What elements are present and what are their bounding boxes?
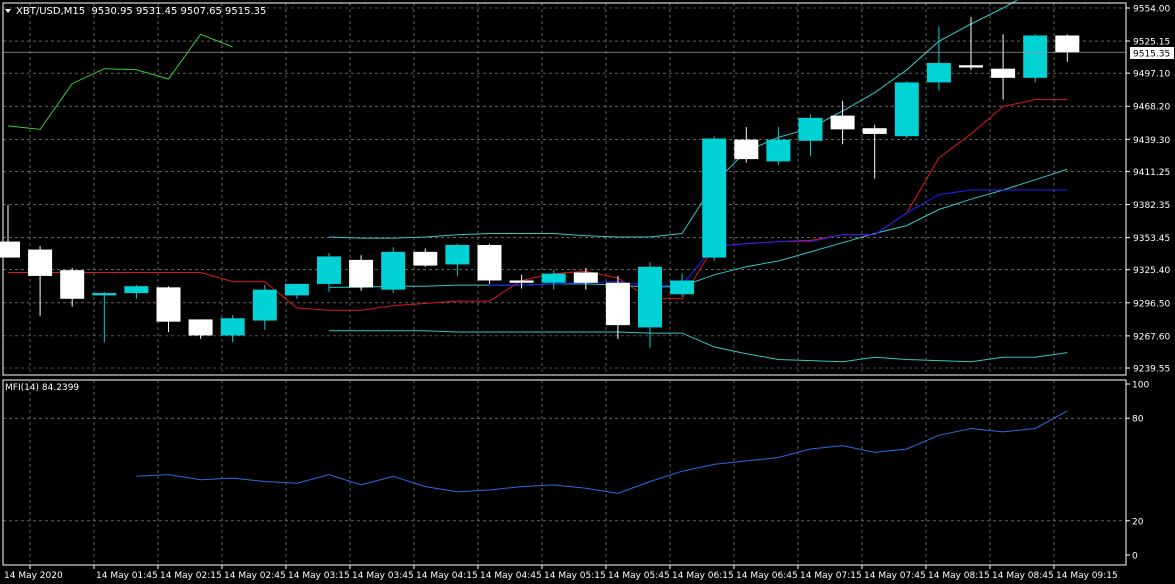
candle-body[interactable] (317, 256, 341, 284)
price-tick-label: 9239.55 (1133, 365, 1170, 375)
price-tick-label: 9382.35 (1133, 201, 1170, 211)
time-tick-label: 14 May 07:15 (800, 571, 862, 581)
candle-body[interactable] (862, 128, 887, 134)
triangle-down-icon[interactable] (5, 9, 11, 13)
price-tick-label: 9497.10 (1133, 70, 1170, 80)
time-axis-labels: 14 May 2020 14 May 01:45 14 May 02:15 14 Ma… (4, 565, 1118, 581)
candle-body[interactable] (156, 287, 181, 322)
candle-body[interactable] (1023, 35, 1048, 78)
time-tick-label: 14 May 05:15 (544, 571, 606, 581)
mfi-tick-label: 100 (1132, 381, 1149, 391)
candle-body[interactable] (638, 266, 662, 328)
candle-body[interactable] (734, 139, 759, 160)
price-tick-label: 9468.20 (1133, 103, 1170, 113)
mfi-tick-label: 0 (1132, 552, 1138, 562)
price-axis-labels: 9554.00 9525.15 9497.10 9468.20 9439.30 9411.… (1126, 5, 1170, 375)
price-tick-label: 9296.50 (1133, 299, 1170, 309)
moving-averages (7, 33, 1068, 311)
candle-body[interactable] (959, 65, 983, 68)
time-tick-label: 14 May 02:45 (224, 571, 286, 581)
time-tick-label: 14 May 03:15 (288, 571, 350, 581)
candle-body[interactable] (670, 280, 695, 295)
mfi-axis-labels: 100 80 20 0 (1126, 381, 1149, 562)
time-tick-label: 14 May 04:45 (480, 571, 542, 581)
time-tick-label: 14 May 04:15 (416, 571, 478, 581)
time-tick-label: 14 May 03:45 (352, 571, 414, 581)
candle-body[interactable] (926, 62, 951, 83)
mfi-series-line (136, 410, 1068, 494)
candle-body[interactable] (573, 272, 598, 283)
time-tick-label: 14 May 08:15 (928, 571, 990, 581)
price-pane-border (2, 2, 1127, 376)
candle-body[interactable] (541, 273, 566, 283)
bb-upper-line (328, 0, 1019, 239)
candle-body[interactable] (220, 318, 245, 336)
candle-body[interactable] (509, 280, 534, 283)
candle-body[interactable] (381, 251, 406, 290)
price-tick-label: 9353.45 (1133, 234, 1170, 244)
mfi-grid (3, 380, 1126, 565)
candle-body[interactable] (894, 82, 919, 137)
time-tick-label: 14 May 05:45 (608, 571, 670, 581)
price-tick-label: 9525.15 (1133, 38, 1170, 48)
time-tick-label: 14 May 06:45 (736, 571, 798, 581)
price-tick-label: 9554.00 (1133, 5, 1170, 15)
candle-body[interactable] (1055, 35, 1080, 53)
candle-body[interactable] (124, 286, 149, 294)
candle-body[interactable] (830, 115, 855, 130)
time-tick-label: 14 May 02:15 (160, 571, 222, 581)
bb-lower-line (329, 330, 1068, 363)
price-tick-label: 9439.30 (1133, 136, 1170, 146)
candle-body[interactable] (702, 138, 727, 258)
symbol-info: XBT/USD,M15 9530.95 9531.45 9507.65 9515… (16, 6, 266, 17)
time-tick-label: 14 May 07:45 (864, 571, 926, 581)
price-tick-label: 9411.25 (1133, 168, 1170, 178)
candle-body[interactable] (766, 139, 791, 162)
candle-body[interactable] (413, 251, 438, 266)
time-tick-label: 14 May 2020 (4, 571, 63, 581)
candle-body[interactable] (349, 259, 374, 288)
mfi-indicator-label: MFI(14) 84.2399 (5, 383, 79, 393)
mfi-pane-border (2, 379, 1127, 566)
mfi-tick-label: 80 (1132, 415, 1144, 425)
candle-body[interactable] (188, 319, 213, 336)
candle-body[interactable] (445, 244, 470, 265)
mfi-tick-label: 20 (1132, 517, 1144, 527)
price-tick-label: 9267.60 (1133, 332, 1170, 342)
time-tick-label: 14 May 08:45 (992, 571, 1054, 581)
bb-middle-line (329, 168, 1068, 288)
candle-body[interactable] (252, 289, 277, 321)
time-tick-label: 14 May 06:15 (672, 571, 734, 581)
lagging-span-line (7, 33, 233, 130)
candle-body[interactable] (798, 117, 823, 141)
price-grid (3, 3, 1126, 375)
candle-body[interactable] (605, 282, 630, 326)
current-price-tag (1130, 47, 1174, 59)
candlesticks[interactable] (0, 17, 1080, 349)
mfi-line (136, 410, 1068, 494)
time-tick-label: 14 May 09:15 (1056, 571, 1118, 581)
price-tick-label: 9325.40 (1133, 266, 1170, 276)
candle-body[interactable] (60, 270, 85, 299)
candle-body[interactable] (477, 244, 502, 281)
time-tick-label: 14 May 01:45 (96, 571, 158, 581)
bollinger-bands (328, 0, 1068, 363)
candle-body[interactable] (991, 68, 1016, 78)
current-price-label: 9515.35 (1133, 50, 1170, 60)
axes (2, 2, 1127, 566)
candle-body[interactable] (28, 249, 53, 276)
candle-body[interactable] (0, 241, 20, 258)
candle-body[interactable] (92, 293, 117, 296)
candle-body[interactable] (284, 283, 309, 296)
